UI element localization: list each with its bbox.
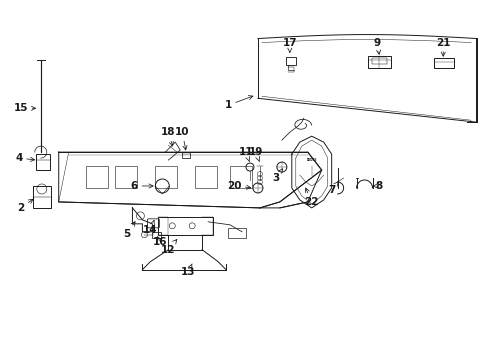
Bar — [85, 166, 107, 188]
Text: 14: 14 — [143, 220, 157, 235]
Text: 3: 3 — [272, 169, 282, 183]
Text: 17: 17 — [282, 37, 297, 52]
Text: 21: 21 — [435, 37, 449, 56]
Text: 18: 18 — [161, 127, 175, 146]
Text: DODGE: DODGE — [306, 158, 316, 162]
Bar — [155, 166, 177, 188]
Bar — [115, 166, 137, 188]
Text: 10: 10 — [175, 127, 189, 150]
Text: 19: 19 — [248, 147, 263, 161]
Bar — [227, 228, 245, 238]
Text: 11: 11 — [238, 147, 253, 161]
Text: 13: 13 — [181, 264, 195, 276]
Bar — [182, 152, 190, 158]
Bar — [195, 166, 217, 188]
Bar — [33, 186, 51, 208]
Text: 4: 4 — [15, 153, 35, 163]
Text: 1: 1 — [224, 96, 252, 110]
Text: 8: 8 — [372, 181, 382, 191]
Text: 2: 2 — [17, 199, 33, 213]
Text: 7: 7 — [327, 181, 338, 195]
Bar — [229, 166, 251, 188]
Text: 6: 6 — [130, 181, 153, 191]
Text: 20: 20 — [226, 181, 250, 191]
Text: 16: 16 — [153, 237, 167, 247]
Bar — [36, 154, 50, 170]
Text: 5: 5 — [122, 222, 135, 239]
Bar — [158, 217, 213, 235]
Text: 9: 9 — [373, 37, 380, 54]
Text: 12: 12 — [161, 239, 177, 255]
Text: 22: 22 — [304, 188, 318, 207]
Text: 15: 15 — [14, 103, 36, 113]
